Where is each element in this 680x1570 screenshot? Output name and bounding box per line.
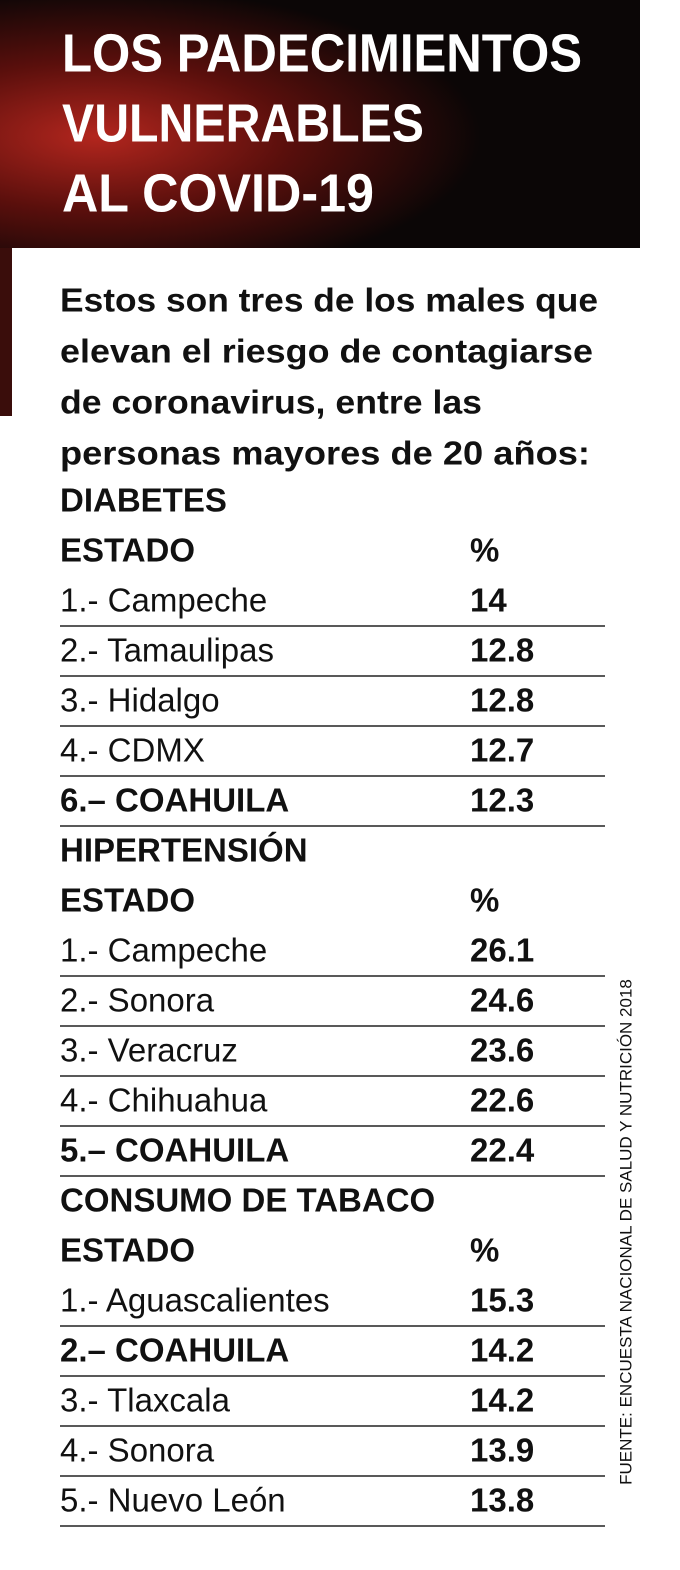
row-label: 3.- Tlaxcala bbox=[60, 1382, 231, 1419]
row-label: 1.- Aguascalientes bbox=[60, 1282, 330, 1319]
row-value: 14.2 bbox=[470, 1332, 534, 1369]
title-line: LOS PADECIMIENTOS bbox=[62, 23, 582, 83]
row-value: 26.1 bbox=[470, 932, 534, 969]
title-line: VULNERABLES bbox=[62, 93, 424, 153]
row-label: 4.- Chihuahua bbox=[60, 1082, 268, 1119]
row-value: 22.4 bbox=[470, 1132, 535, 1169]
column-header: ESTADO bbox=[60, 532, 195, 569]
row-label: 2.- Sonora bbox=[60, 982, 215, 1019]
section-title: DIABETES bbox=[60, 482, 227, 519]
row-value: 13.8 bbox=[470, 1482, 534, 1519]
row-label: 3.- Hidalgo bbox=[60, 682, 220, 719]
header-background bbox=[0, 0, 640, 248]
row-value: 23.6 bbox=[470, 1032, 534, 1069]
row-label: 5.– COAHUILA bbox=[60, 1132, 289, 1169]
section-title: CONSUMO DE TABACO bbox=[60, 1182, 435, 1219]
intro-line: personas mayores de 20 años: bbox=[60, 435, 590, 472]
row-value: 14 bbox=[470, 582, 507, 619]
row-label: 1.- Campeche bbox=[60, 932, 267, 969]
row-label: 5.- Nuevo León bbox=[60, 1482, 286, 1519]
section-title: HIPERTENSIÓN bbox=[60, 832, 308, 869]
column-header: ESTADO bbox=[60, 1232, 195, 1269]
column-header: % bbox=[470, 1232, 499, 1269]
row-label: 2.– COAHUILA bbox=[60, 1332, 289, 1369]
row-value: 15.3 bbox=[470, 1282, 534, 1319]
row-label: 3.- Veracruz bbox=[60, 1032, 238, 1069]
row-label: 6.– COAHUILA bbox=[60, 782, 289, 819]
row-value: 14.2 bbox=[470, 1382, 534, 1419]
intro-line: de coronavirus, entre las bbox=[60, 384, 482, 421]
source: FUENTE: ENCUESTA NACIONAL DE SALUD Y NUT… bbox=[616, 979, 635, 1485]
row-value: 12.8 bbox=[470, 632, 534, 669]
row-label: 4.- Sonora bbox=[60, 1432, 215, 1469]
row-value: 12.3 bbox=[470, 782, 534, 819]
intro-line: elevan el riesgo de contagiarse bbox=[60, 333, 593, 370]
column-header: % bbox=[470, 532, 499, 569]
row-value: 22.6 bbox=[470, 1082, 534, 1119]
intro-line: Estos son tres de los males que bbox=[60, 282, 598, 319]
row-value: 24.6 bbox=[470, 982, 534, 1019]
row-value: 12.8 bbox=[470, 682, 534, 719]
row-label: 2.- Tamaulipas bbox=[60, 632, 274, 669]
row-value: 13.9 bbox=[470, 1432, 534, 1469]
row-label: 1.- Campeche bbox=[60, 582, 267, 619]
row-value: 12.7 bbox=[470, 732, 534, 769]
header-strip bbox=[0, 248, 12, 416]
row-label: 4.- CDMX bbox=[60, 732, 205, 769]
column-header: ESTADO bbox=[60, 882, 195, 919]
title-line: AL COVID-19 bbox=[62, 163, 374, 223]
column-header: % bbox=[470, 882, 499, 919]
